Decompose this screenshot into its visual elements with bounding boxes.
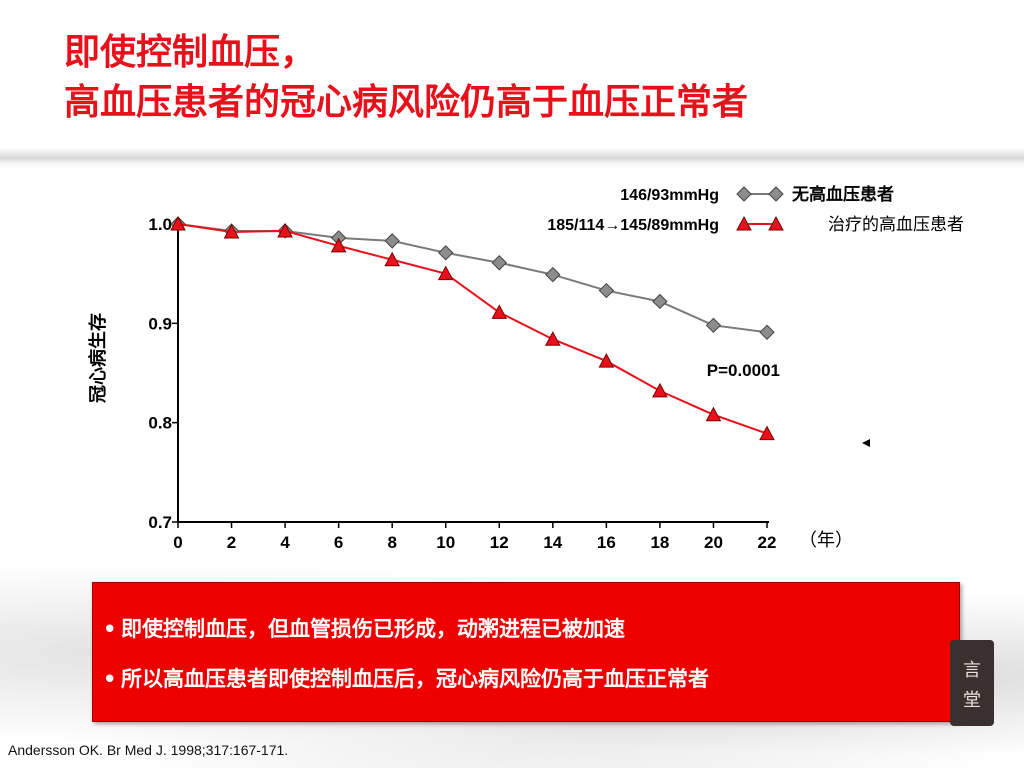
data-point: [598, 353, 615, 368]
citation: Andersson OK. Br Med J. 1998;317:167-171…: [8, 742, 289, 758]
series-line: [177, 223, 768, 435]
legend-marker: [736, 215, 752, 231]
series-layer: [170, 215, 775, 441]
chart-legend: 146/93mmHg 无高血压患者 185/114→145/89mmHg 治疗的高血压…: [547, 184, 964, 235]
legend-bp-label: 146/93mmHg: [620, 187, 719, 204]
x-tick-label: 18: [650, 533, 669, 552]
legend-series-name: 治疗的高血压患者: [828, 215, 964, 235]
data-point: [652, 293, 668, 310]
seal-char-2: 堂: [963, 690, 981, 711]
data-point: [491, 255, 507, 271]
title-line-1: 即使控制血压，: [64, 32, 317, 73]
data-point: [170, 215, 186, 231]
legend-bp-label: 185/114→145/89mmHg: [547, 217, 719, 234]
legend-marker: [768, 215, 784, 231]
legend-marker: [768, 186, 784, 202]
data-point: [705, 317, 722, 334]
bullet-1-text: 即使控制血压，但血管损伤已形成，动粥进程已被加速: [121, 617, 625, 641]
series-2: [170, 215, 775, 441]
series-1: [170, 216, 775, 340]
bullet-dot: •: [103, 667, 117, 691]
data-point: [277, 222, 293, 238]
y-tick-label: 1.0: [148, 215, 172, 234]
seal-char-1: 言: [963, 660, 981, 681]
y-axis-label: 冠心病生存: [87, 313, 109, 403]
data-point: [545, 266, 561, 283]
chart-axes: 0.7 0.8 0.9 1.0 0 2 4 6 8 10 12 14 16 18 20 22: [148, 215, 776, 552]
x-tick-label: 4: [280, 533, 290, 552]
data-point: [491, 304, 508, 319]
bullet-2-text: 所以高血压患者即使控制血压后，冠心病风险仍高于血压正常者: [121, 667, 709, 691]
x-axis-unit: （年）: [799, 530, 853, 551]
data-point: [438, 245, 454, 261]
data-point: [759, 425, 775, 441]
x-tick-label: 10: [436, 533, 455, 552]
y-tick-label: 0.7: [148, 513, 172, 532]
x-tick-label: 6: [334, 533, 343, 552]
bullet-dot: •: [103, 617, 117, 641]
x-tick-label: 8: [387, 533, 396, 552]
data-point: [384, 233, 400, 249]
x-tick-label: 16: [597, 533, 616, 552]
x-tick-label: 20: [704, 533, 723, 552]
data-point: [598, 282, 615, 299]
data-point: [759, 324, 775, 340]
y-tick-label: 0.9: [148, 314, 172, 333]
p-value-annotation: P=0.0001: [707, 361, 780, 380]
y-tick-label: 0.8: [148, 414, 172, 433]
small-arrow-marker: [862, 439, 870, 447]
x-tick-label: 14: [543, 533, 562, 552]
data-point: [437, 265, 454, 281]
x-tick-label: 22: [758, 533, 777, 552]
legend-marker: [736, 186, 752, 202]
x-tick-label: 12: [490, 533, 509, 552]
data-point: [384, 251, 401, 267]
series-line: [177, 223, 768, 334]
data-point: [330, 237, 347, 253]
legend-series-name: 无高血压患者: [791, 184, 894, 205]
x-tick-label: 0: [173, 533, 182, 552]
data-point: [223, 223, 240, 239]
brush-stroke-top: [0, 148, 1024, 170]
brand-seal: 言 堂: [950, 640, 994, 726]
bullet-2: • 所以高血压患者即使控制血压后，冠心病风险仍高于血压正常者: [103, 665, 709, 693]
data-point: [652, 382, 668, 398]
data-point: [544, 331, 561, 346]
bullet-1: • 即使控制血压，但血管损伤已形成，动粥进程已被加速: [103, 615, 625, 643]
data-point: [705, 406, 722, 422]
survival-chart: 0.7 0.8 0.9 1.0 0 2 4 6 8 10 12 14 16 18 20 22 146/93mm…: [87, 184, 964, 552]
x-tick-label: 2: [227, 533, 236, 552]
title-line-2: 高血压患者的冠心病风险仍高于血压正常者: [64, 82, 749, 123]
slide-title: 即使控制血压， 高血压患者的冠心病风险仍高于血压正常者: [64, 28, 964, 128]
conclusion-box: • 即使控制血压，但血管损伤已形成，动粥进程已被加速 • 所以高血压患者即使控制血压…: [92, 582, 960, 722]
